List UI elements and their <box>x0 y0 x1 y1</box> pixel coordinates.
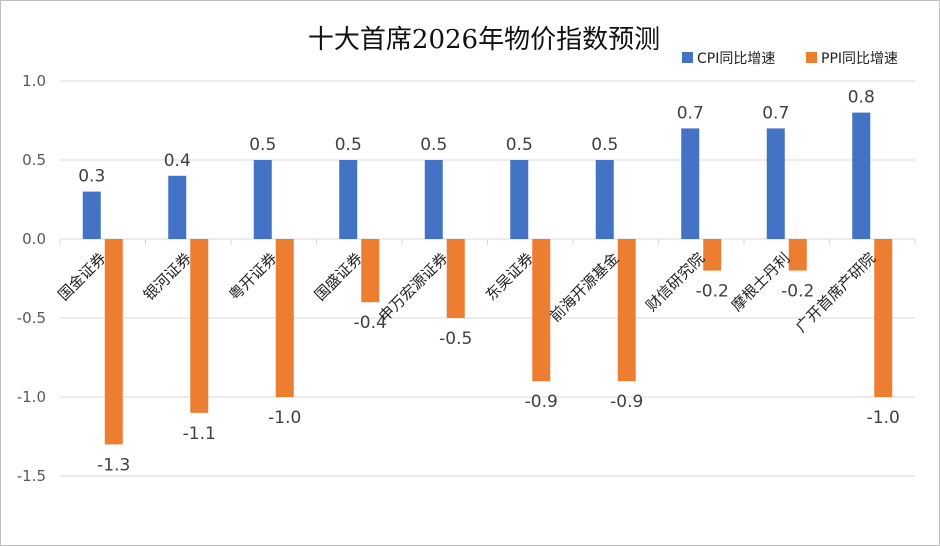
cpi-bar <box>424 160 443 239</box>
chart-title: 十大首席2026年物价指数预测 <box>308 25 660 55</box>
y-tick-label: -0.5 <box>17 309 46 327</box>
ppi-bar <box>703 239 722 271</box>
ppi-data-label: -0.9 <box>610 392 643 412</box>
cpi-bar <box>339 160 358 239</box>
ppi-data-label: -1.0 <box>867 408 900 428</box>
ppi-data-label: -1.3 <box>97 455 130 475</box>
cpi-data-label: 0.8 <box>848 88 875 108</box>
cpi-legend-label: CPI同比增速 <box>697 51 775 67</box>
ppi-data-label: -0.9 <box>525 392 558 412</box>
ppi-bar <box>874 239 893 397</box>
cpi-data-label: 0.5 <box>591 135 618 155</box>
ppi-bar <box>788 239 807 271</box>
ppi-bar <box>361 239 380 303</box>
category-label: 国金证券 <box>54 249 109 304</box>
ppi-data-label: -0.4 <box>354 313 387 333</box>
cpi-bar <box>168 175 187 239</box>
cpi-bar <box>253 160 272 239</box>
ppi-bar <box>104 239 123 445</box>
cpi-bar <box>766 128 785 239</box>
category-label: 申万宏源证券 <box>375 249 451 325</box>
cpi-legend-swatch <box>682 52 693 63</box>
y-tick-label: 1.0 <box>22 72 46 90</box>
ppi-bar <box>446 239 465 318</box>
cpi-bar <box>510 160 529 239</box>
cpi-data-label: 0.5 <box>335 135 362 155</box>
y-tick-label: -1.5 <box>17 467 46 485</box>
y-tick-label: 0.5 <box>22 151 46 169</box>
ppi-bar <box>532 239 551 382</box>
cpi-data-label: 0.7 <box>677 103 704 123</box>
category-label: 银河证券 <box>140 249 195 304</box>
ppi-data-label: -0.2 <box>781 282 814 302</box>
cpi-bar <box>82 191 101 239</box>
cpi-bar <box>595 160 614 239</box>
ppi-data-label: -0.2 <box>696 282 729 302</box>
ppi-legend-label: PPI同比增速 <box>821 51 898 67</box>
category-labels: 国金证券 银河证券 粤开证券 国盛证券 申万宏源证券 东吴证券 前海开源基金 财信研究院 摩根士… <box>54 249 879 336</box>
ppi-bar <box>190 239 209 413</box>
y-tick-label: 0.0 <box>22 230 46 248</box>
ppi-data-label: -1.1 <box>183 424 216 444</box>
ppi-bar <box>617 239 636 382</box>
cpi-data-label: 0.4 <box>164 151 191 171</box>
category-label: 国盛证券 <box>311 249 366 304</box>
ppi-legend-swatch <box>806 52 817 63</box>
cpi-bar <box>681 128 700 239</box>
legend: CPI同比增速 PPI同比增速 <box>682 51 898 67</box>
category-label: 东吴证券 <box>482 249 537 304</box>
cpi-data-label: 0.5 <box>420 135 447 155</box>
cpi-data-label: 0.7 <box>762 103 789 123</box>
cpi-data-label: 0.3 <box>78 167 105 187</box>
category-label: 粤开证券 <box>225 249 280 304</box>
gridlines <box>59 80 916 477</box>
bars <box>82 112 893 445</box>
ppi-bar <box>275 239 294 397</box>
y-axis: 1.0 0.5 0.0 -0.5 -1.0 -1.5 <box>17 72 46 485</box>
ppi-data-label: -0.5 <box>439 329 472 349</box>
cpi-bar <box>852 112 871 239</box>
ppi-data-label: -1.0 <box>268 408 301 428</box>
y-tick-label: -1.0 <box>17 388 46 406</box>
cpi-data-label: 0.5 <box>506 135 533 155</box>
category-label: 前海开源基金 <box>546 249 622 325</box>
data-labels: 0.3 -1.3 0.4 -1.1 0.5 -1.0 0.5 -0.4 0.5 -0.5 0.5 -0… <box>78 88 900 476</box>
cpi-data-label: 0.5 <box>249 135 276 155</box>
